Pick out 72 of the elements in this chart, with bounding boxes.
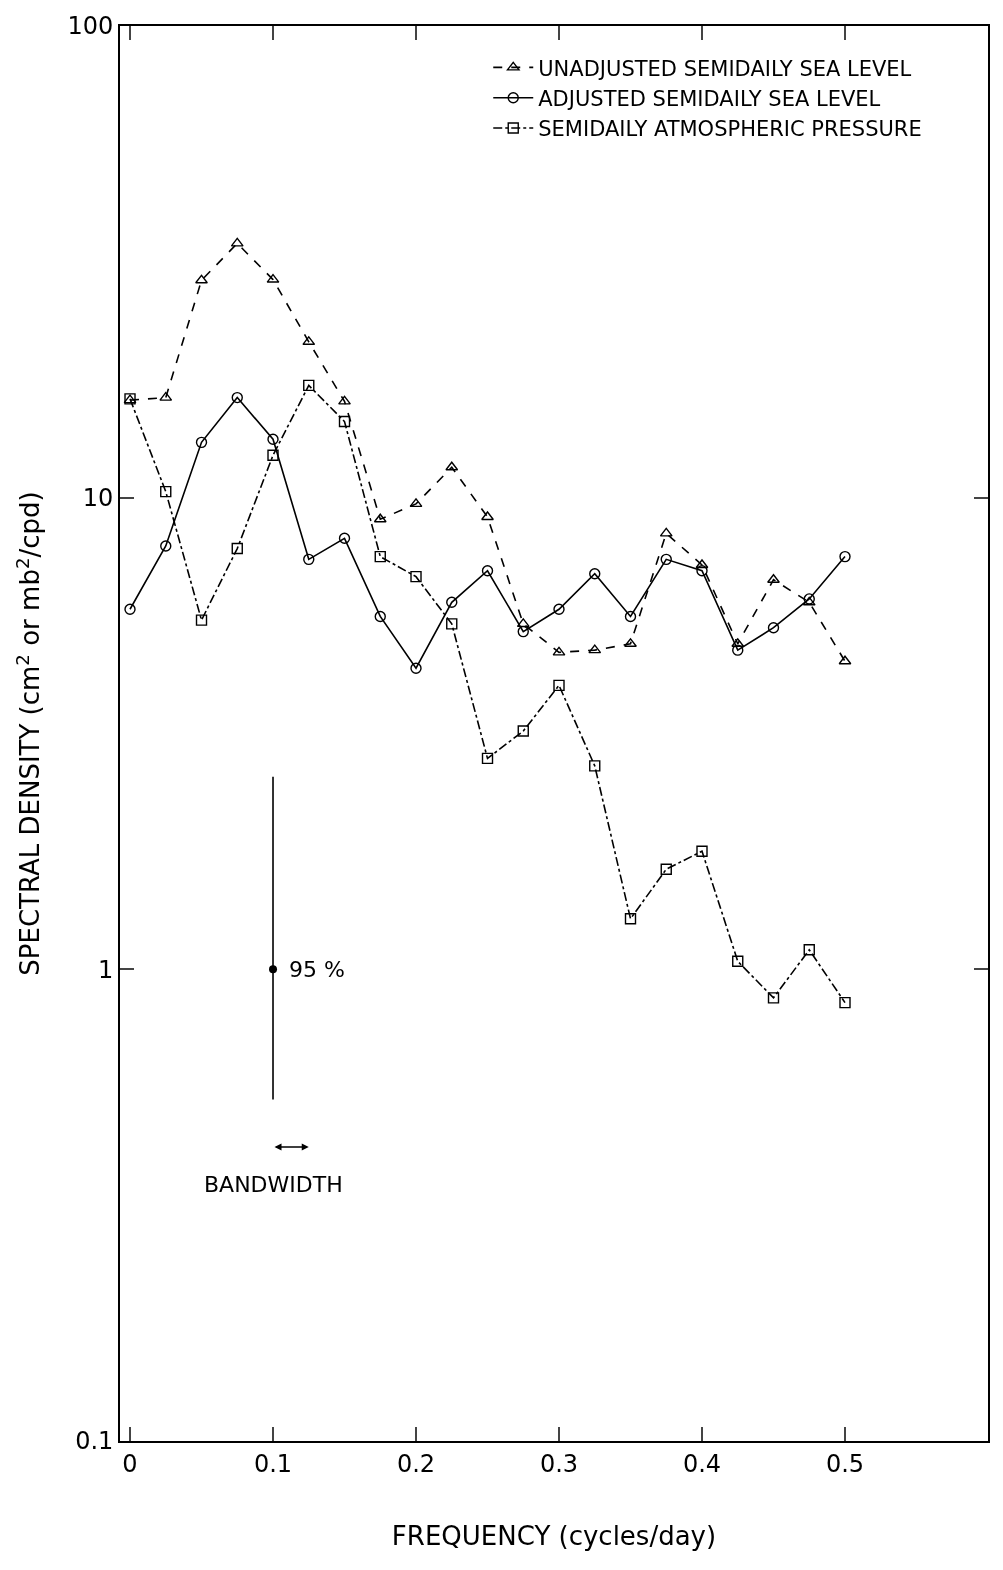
annotation: BANDWIDTH (204, 1172, 343, 1197)
point (624, 610, 637, 623)
x-tick-label: 0.1 (253, 1449, 293, 1478)
point (338, 415, 351, 428)
point (481, 752, 494, 765)
point (732, 644, 744, 656)
point (803, 944, 815, 956)
point (481, 565, 494, 577)
point (446, 618, 458, 630)
point (696, 565, 708, 577)
point (195, 436, 208, 449)
x-tick-label: 0 (122, 1449, 138, 1478)
point (160, 485, 172, 498)
legend-label: SEMIDAILY ATMOSPHERIC PRESSURE (538, 117, 922, 142)
point (373, 513, 387, 523)
legend-label: ADJUSTED SEMIDAILY SEA LEVEL (538, 86, 881, 111)
point (660, 863, 672, 875)
point (230, 237, 244, 247)
point (516, 618, 530, 628)
point (409, 498, 423, 508)
x-tick-label: 0.2 (396, 1449, 436, 1478)
point (266, 273, 280, 283)
x-tick-label: 0.3 (539, 1449, 579, 1478)
point (553, 679, 565, 692)
y-tick-label: 100 (67, 12, 114, 41)
point (410, 570, 422, 583)
point (767, 622, 780, 634)
point (231, 542, 243, 555)
point (124, 603, 136, 615)
x-axis-title: FREQUENCY (cycles/day) (391, 1520, 717, 1551)
point (267, 449, 279, 461)
point (269, 965, 278, 974)
x-tick-label: 0.4 (682, 1449, 722, 1478)
point (446, 596, 458, 609)
point (445, 461, 459, 471)
x-tick-label: 0.5 (825, 1449, 865, 1478)
point (481, 511, 494, 521)
point (303, 379, 315, 392)
y-tick-label: 1 (98, 955, 114, 984)
point (659, 527, 673, 537)
point (695, 559, 709, 569)
point (374, 550, 386, 563)
point (338, 395, 351, 405)
point (160, 540, 172, 552)
point (302, 336, 316, 346)
point (517, 725, 529, 737)
point (732, 955, 744, 967)
point (338, 532, 351, 545)
point (588, 644, 602, 654)
point (374, 610, 386, 623)
point (231, 391, 243, 404)
y-tick-label: 10 (82, 484, 114, 513)
point (552, 646, 566, 656)
point (838, 655, 852, 665)
point (195, 614, 208, 626)
point (624, 913, 637, 925)
y-tick-label: 0.1 (75, 1427, 114, 1456)
point (839, 996, 851, 1009)
point (589, 760, 601, 772)
annotation: 95 % (289, 957, 345, 982)
point (410, 662, 422, 674)
point (267, 433, 279, 445)
legend-label: UNADJUSTED SEMIDAILY SEA LEVEL (538, 56, 912, 81)
point (195, 274, 208, 284)
point (839, 550, 851, 563)
point (159, 391, 173, 401)
point (303, 553, 315, 566)
point (696, 845, 708, 857)
point (553, 603, 565, 615)
point (660, 553, 672, 566)
point (767, 992, 780, 1004)
point (589, 567, 601, 580)
